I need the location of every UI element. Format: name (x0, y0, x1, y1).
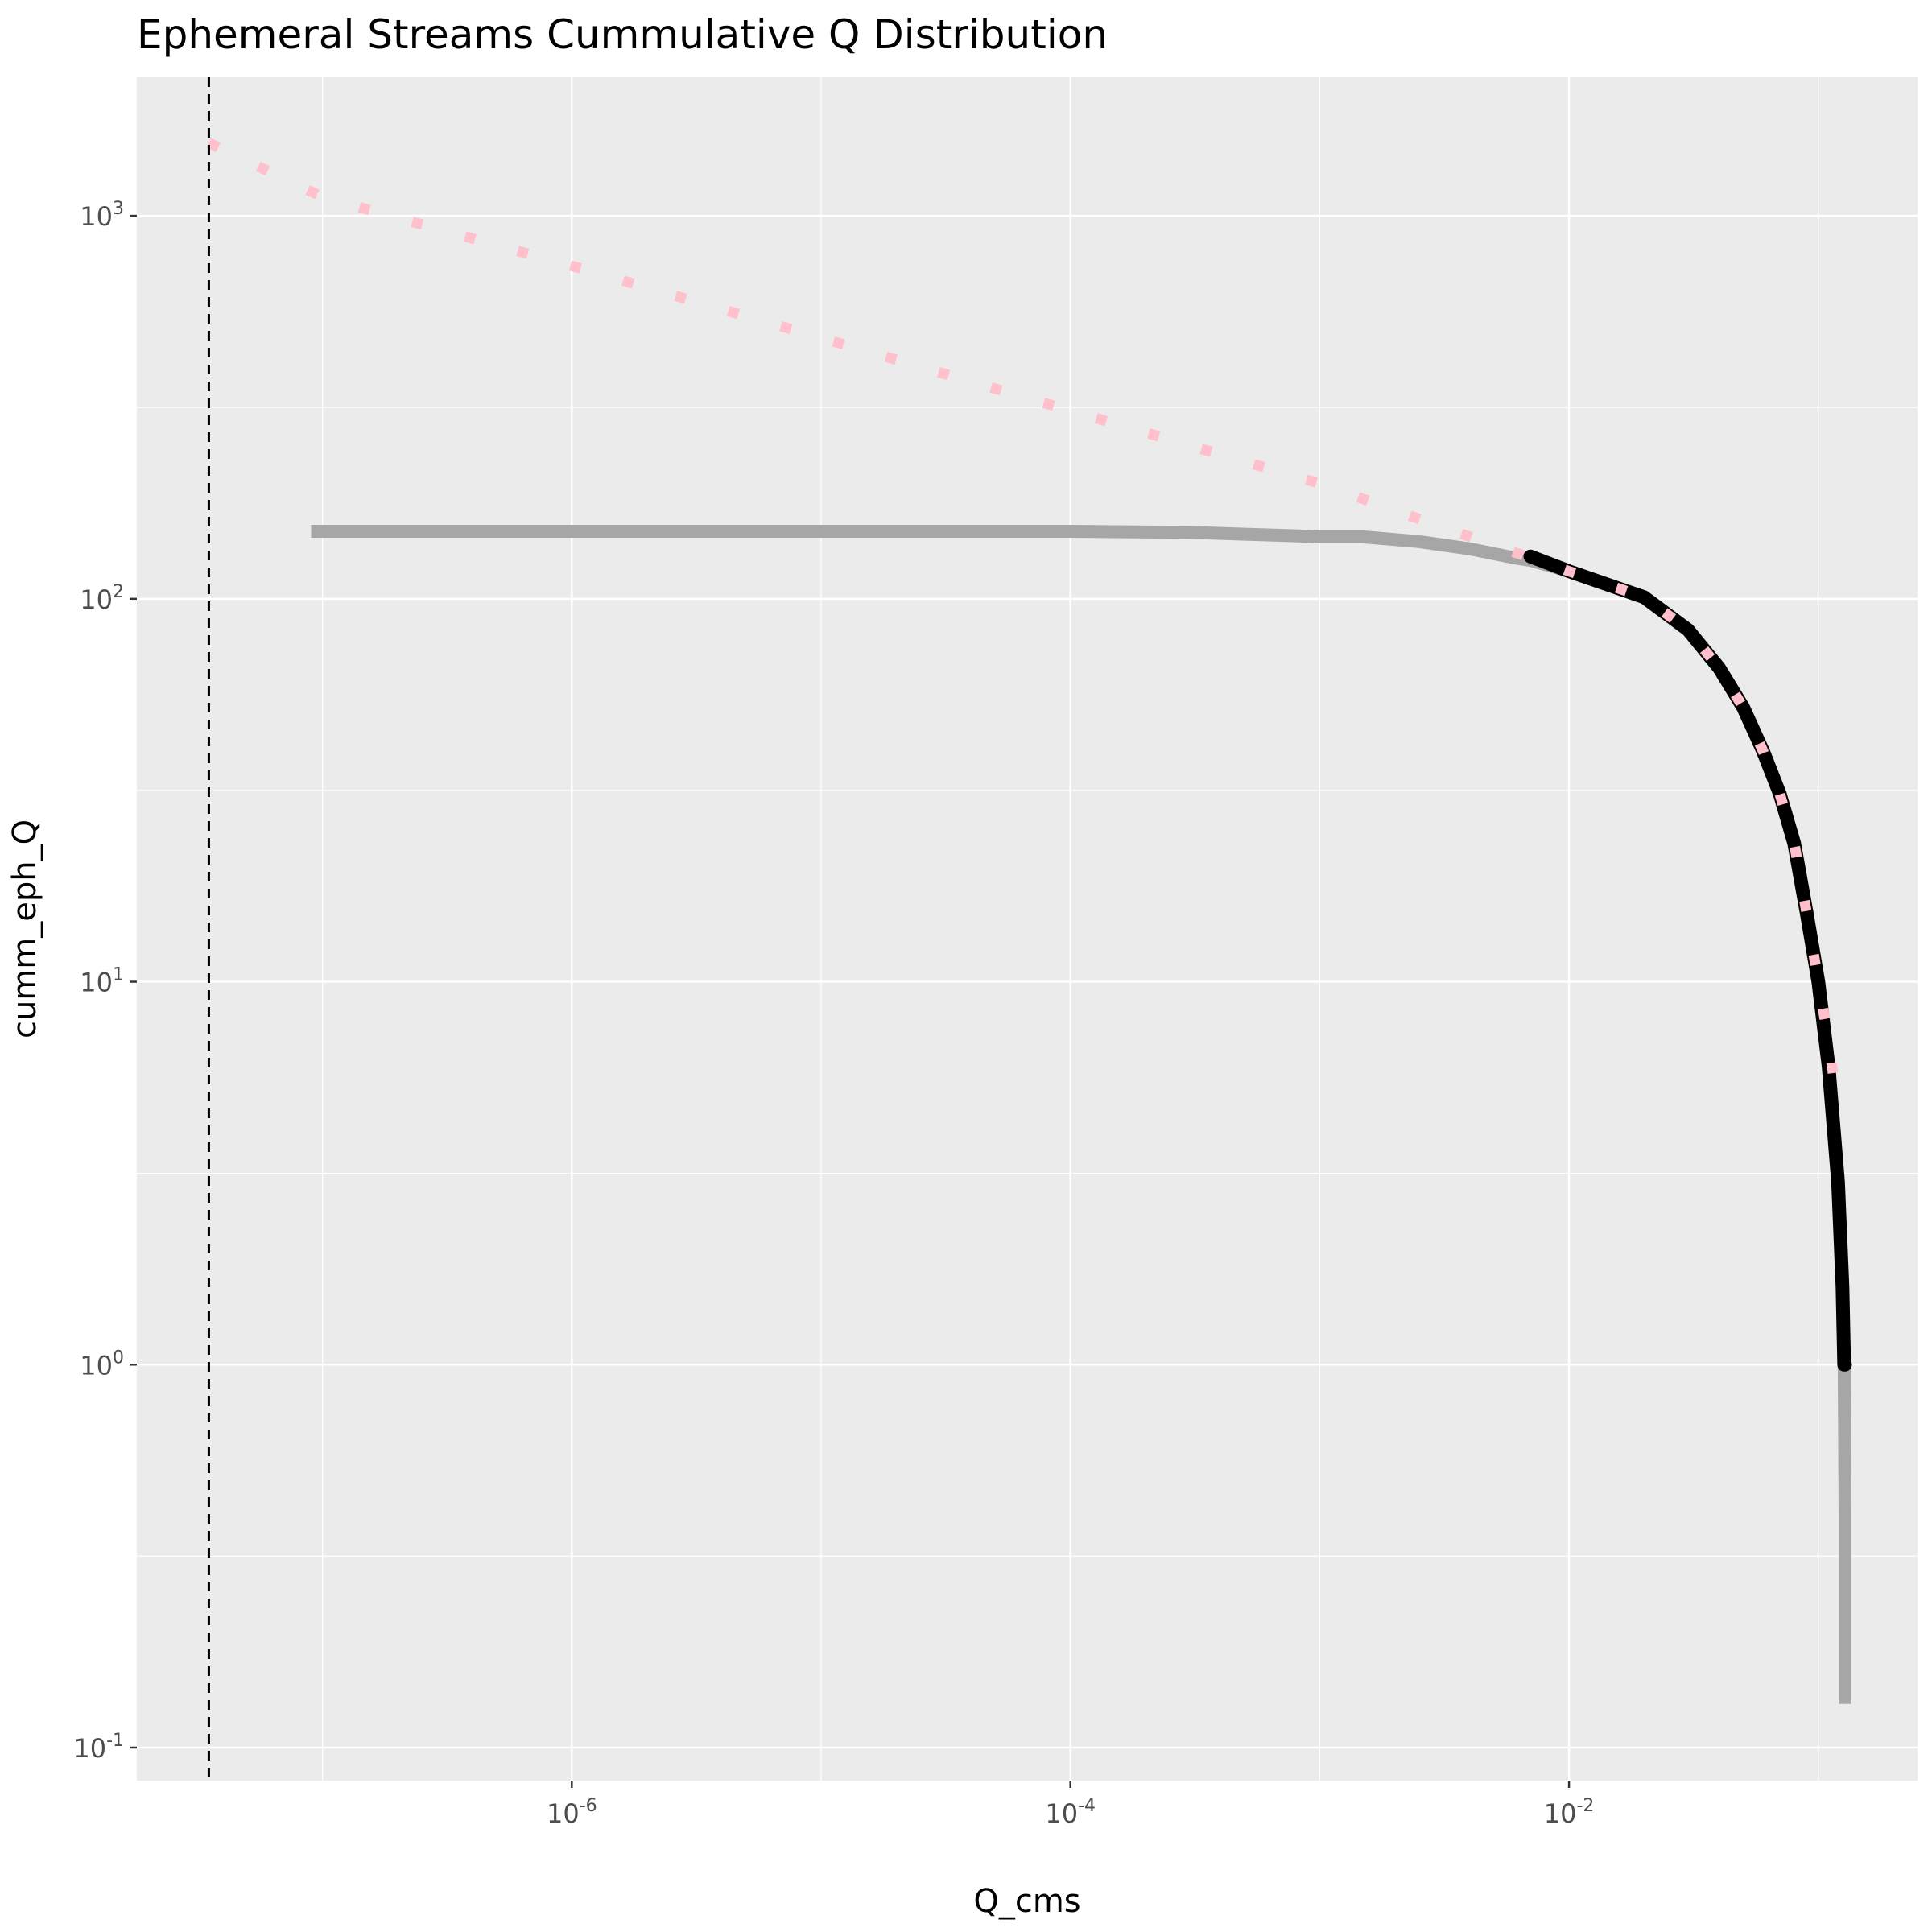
y-axis: 10-1 100 101 102 103 (73, 199, 137, 1764)
x-axis-title: Q_cms (973, 1883, 1080, 1920)
x-tick-label: 10-2 (1544, 1796, 1595, 1829)
y-tick-label: 102 (80, 582, 124, 615)
x-tick-label: 10-4 (1045, 1796, 1096, 1829)
plot-panel (137, 77, 1918, 1781)
grid-minor (137, 77, 1918, 1781)
y-axis-title: cumm_eph_Q (6, 819, 43, 1038)
x-axis: 10-6 10-4 10-2 (547, 1781, 1594, 1829)
grid-major (137, 77, 1918, 1781)
chart-title: Ephemeral Streams Cummulative Q Distribu… (137, 11, 1108, 58)
series-layer (206, 138, 1852, 1704)
y-tick-label: 100 (80, 1348, 124, 1381)
y-tick-label: 10-1 (73, 1731, 124, 1764)
y-tick-label: 103 (80, 199, 124, 232)
y-tick-label: 101 (80, 965, 124, 998)
x-tick-label: 10-6 (547, 1796, 597, 1829)
